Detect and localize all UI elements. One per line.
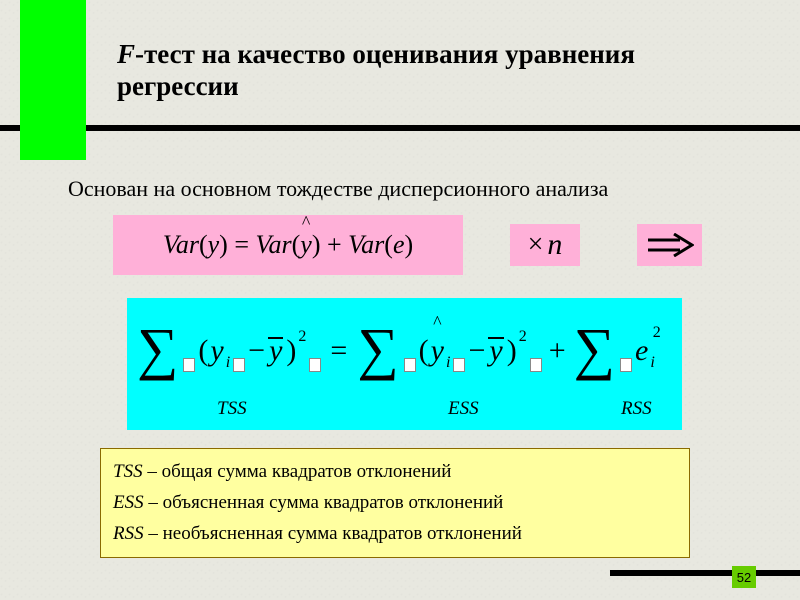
marker-box	[453, 358, 465, 372]
sigma-icon: ∑	[137, 320, 178, 378]
eq-yhat: y	[300, 230, 312, 260]
def-tss: TSS – общая сумма квадратов отклонений	[113, 461, 677, 483]
equation-sums-labels: TSS ESS RSS	[135, 394, 674, 398]
def-rss-text: – необъясненная сумма квадратов отклонен…	[144, 523, 522, 544]
label-tss: TSS	[217, 398, 247, 420]
title-f: F	[117, 39, 135, 69]
definitions-box: TSS – общая сумма квадратов отклонений E…	[100, 448, 690, 558]
def-tss-text: – общая сумма квадратов отклонений	[143, 461, 452, 482]
label-ess: ESS	[448, 398, 479, 420]
green-accent-tab	[20, 0, 86, 160]
horizontal-rule-bottom	[610, 570, 800, 576]
label-rss: RSS	[621, 398, 652, 420]
marker-box	[183, 358, 195, 372]
title-rest: -тест на качество оценивания уравнения р…	[117, 39, 635, 101]
def-tss-label: TSS	[113, 461, 143, 482]
eq-e: e	[393, 230, 405, 260]
sigma-icon: ∑	[357, 320, 398, 378]
eq-var1: Var	[163, 230, 199, 260]
def-rss-label: RSS	[113, 523, 144, 544]
marker-box	[404, 358, 416, 372]
sigma-icon: ∑	[574, 320, 615, 378]
marker-box	[233, 358, 245, 372]
def-ess-label: ESS	[113, 492, 144, 513]
def-rss: RSS – необъясненная сумма квадратов откл…	[113, 523, 677, 545]
marker-box	[620, 358, 632, 372]
horizontal-rule-top	[0, 125, 800, 131]
n-symbol: n	[547, 228, 562, 262]
def-ess-text: – объясненная сумма квадратов отклонений	[144, 492, 504, 513]
intro-text: Основан на основном тождестве дисперсион…	[68, 176, 608, 202]
eq-var3: Var	[348, 230, 384, 260]
equation-sums: ∑ ( yi − y )2 = ∑ ( yi − y )2 + ∑ ei2 TS…	[127, 298, 682, 430]
multiply-n: × n	[510, 224, 580, 266]
def-ess: ESS – объясненная сумма квадратов отклон…	[113, 492, 677, 514]
marker-box	[309, 358, 321, 372]
arrow-implies	[637, 224, 702, 266]
marker-box	[530, 358, 542, 372]
equation-sums-formula: ∑ ( yi − y )2 = ∑ ( yi − y )2 + ∑ ei2	[135, 308, 674, 394]
double-arrow-icon	[646, 233, 694, 257]
eq-y: y	[208, 230, 220, 260]
page-number: 52	[732, 566, 756, 588]
eq-var2: Var	[255, 230, 291, 260]
slide-title: F-тест на качество оценивания уравнения …	[117, 38, 737, 103]
cross-symbol: ×	[528, 229, 544, 261]
equation-variance: Var ( y ) = Var ( y ) + Var ( e )	[113, 215, 463, 275]
